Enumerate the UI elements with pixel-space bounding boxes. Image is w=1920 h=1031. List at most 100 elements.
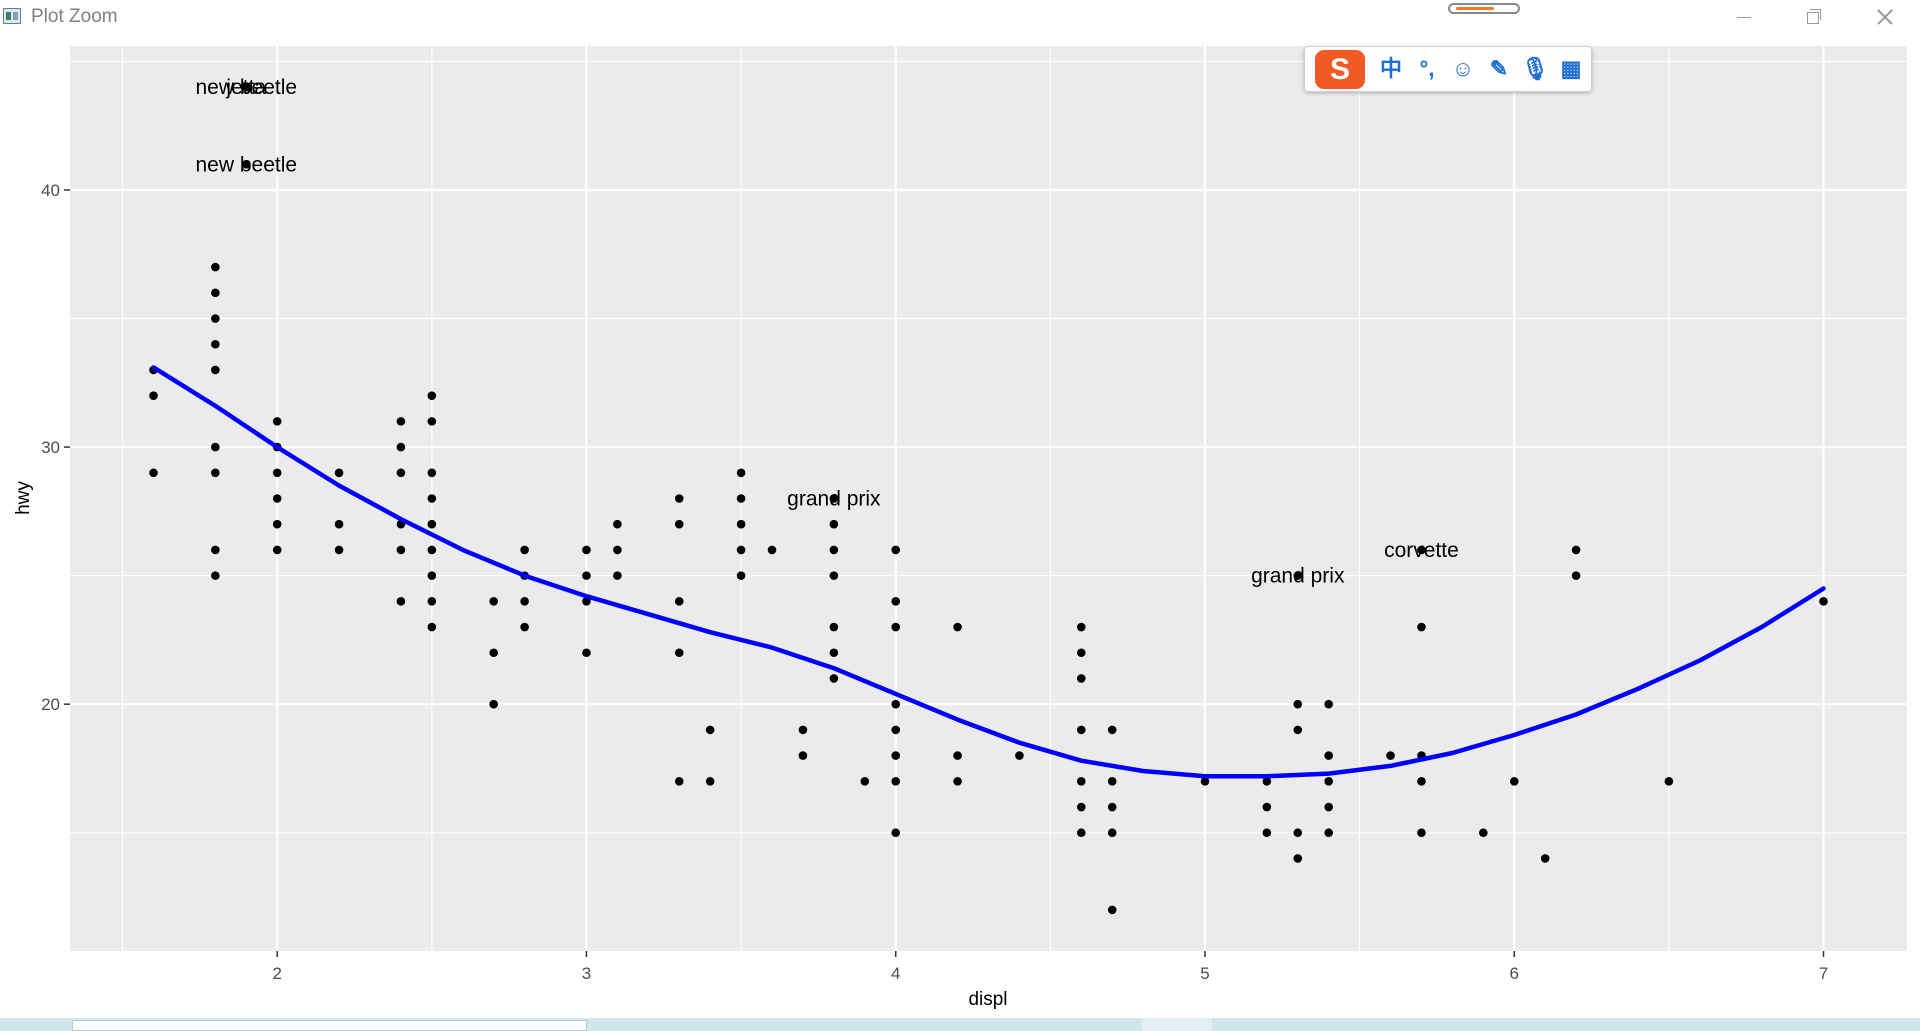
data-point bbox=[211, 314, 220, 323]
point-label: corvette bbox=[1384, 539, 1459, 562]
data-point bbox=[829, 545, 839, 555]
data-point bbox=[1417, 828, 1426, 838]
data-point bbox=[1293, 725, 1303, 735]
sogou-logo[interactable]: S bbox=[1315, 50, 1365, 89]
data-point bbox=[396, 597, 406, 606]
smooth-line bbox=[151, 365, 1826, 779]
data-point bbox=[582, 597, 591, 606]
data-point bbox=[211, 262, 220, 272]
data-point bbox=[1076, 674, 1086, 683]
data-point bbox=[1293, 854, 1303, 863]
pen-icon[interactable]: ✎ bbox=[1489, 56, 1509, 81]
data-point bbox=[891, 597, 901, 606]
data-point bbox=[736, 468, 746, 478]
grid-major bbox=[70, 46, 1907, 951]
data-point bbox=[427, 571, 437, 580]
data-point bbox=[860, 777, 870, 786]
data-point bbox=[1293, 571, 1303, 580]
data-point bbox=[1324, 751, 1333, 760]
data-point bbox=[334, 545, 344, 555]
data-point bbox=[953, 777, 962, 786]
y-tick-label: 20 bbox=[41, 695, 60, 714]
point-label: new beetle bbox=[195, 153, 297, 176]
grid-minor bbox=[70, 46, 1907, 951]
data-point bbox=[241, 159, 251, 169]
data-point bbox=[211, 571, 220, 580]
data-point bbox=[1293, 828, 1303, 838]
x-tick-label: 7 bbox=[1819, 964, 1828, 983]
panel-background bbox=[70, 46, 1907, 951]
data-point bbox=[427, 417, 437, 426]
data-point bbox=[1076, 777, 1086, 786]
data-point bbox=[829, 571, 839, 580]
data-point bbox=[396, 468, 406, 478]
taskbar-field[interactable] bbox=[72, 1020, 587, 1031]
data-point bbox=[272, 519, 282, 529]
data-point bbox=[427, 519, 437, 529]
x-axis-title: displ bbox=[968, 989, 1007, 1010]
data-point bbox=[1664, 777, 1674, 786]
point-label: grand prix bbox=[1251, 565, 1345, 588]
data-point bbox=[829, 519, 839, 529]
minimize-button[interactable] bbox=[1714, 0, 1772, 34]
data-point bbox=[1107, 777, 1117, 786]
scroll-indicator[interactable] bbox=[1448, 3, 1520, 14]
data-point bbox=[396, 417, 406, 426]
data-point bbox=[736, 494, 746, 503]
data-point bbox=[1107, 802, 1117, 812]
data-point bbox=[427, 494, 437, 503]
data-point bbox=[1509, 777, 1519, 786]
data-point bbox=[1076, 622, 1086, 632]
data-point bbox=[211, 468, 220, 478]
data-point bbox=[427, 545, 437, 555]
data-point bbox=[1479, 828, 1488, 838]
plot-window-icon bbox=[3, 8, 21, 24]
data-point bbox=[613, 545, 622, 555]
data-point bbox=[613, 519, 622, 529]
data-point bbox=[427, 597, 437, 606]
x-tick-label: 2 bbox=[272, 964, 281, 983]
data-point bbox=[736, 545, 746, 555]
ime-toolbar: S 中 °, ☺ ✎ 🎙 ▦ bbox=[1304, 46, 1592, 92]
punctuation-icon[interactable]: °, bbox=[1419, 56, 1435, 81]
y-tick-label: 30 bbox=[41, 438, 60, 457]
chinese-mode-icon[interactable]: 中 bbox=[1379, 56, 1402, 81]
data-point bbox=[1417, 777, 1426, 786]
data-point bbox=[829, 494, 839, 503]
data-point bbox=[705, 777, 715, 786]
data-point bbox=[427, 391, 437, 400]
data-point bbox=[1293, 699, 1303, 709]
data-point bbox=[1324, 777, 1333, 786]
data-point bbox=[582, 648, 591, 658]
close-button[interactable] bbox=[1855, 0, 1913, 34]
x-tick-label: 4 bbox=[891, 964, 900, 983]
data-point bbox=[736, 519, 746, 529]
data-point bbox=[674, 494, 684, 503]
data-point bbox=[489, 597, 498, 606]
data-point bbox=[1324, 699, 1333, 709]
data-point bbox=[1819, 597, 1828, 606]
data-point bbox=[211, 442, 220, 452]
emoji-icon[interactable]: ☺ bbox=[1451, 56, 1475, 81]
taskbar-block bbox=[1142, 1018, 1212, 1031]
data-point bbox=[272, 494, 282, 503]
data-point bbox=[211, 339, 220, 349]
toolbox-icon[interactable]: ▦ bbox=[1560, 56, 1582, 81]
microphone-icon[interactable]: 🎙 bbox=[1521, 56, 1549, 81]
data-point bbox=[1571, 571, 1581, 580]
x-tick-label: 3 bbox=[582, 964, 591, 983]
data-point bbox=[674, 777, 684, 786]
data-point bbox=[149, 468, 158, 478]
data-point bbox=[427, 622, 437, 632]
point-label: new beetle bbox=[195, 76, 297, 99]
x-tick-label: 6 bbox=[1510, 964, 1519, 983]
data-point bbox=[736, 571, 746, 580]
x-axis: 2 3 4 5 6 7 bbox=[272, 951, 1828, 983]
data-point bbox=[1540, 854, 1550, 863]
data-point bbox=[211, 288, 220, 298]
restore-button[interactable] bbox=[1783, 0, 1841, 34]
data-point bbox=[891, 828, 901, 838]
data-point bbox=[953, 751, 962, 760]
